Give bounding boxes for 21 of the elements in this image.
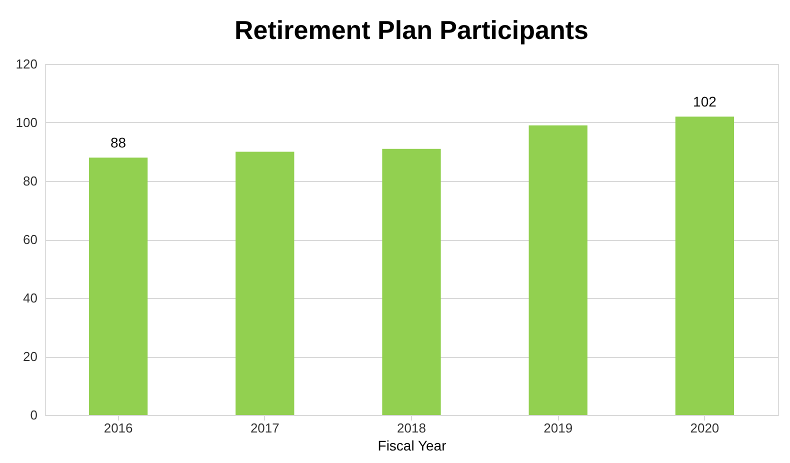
bar — [88, 158, 148, 415]
y-tick-label: 60 — [23, 232, 38, 247]
bar — [236, 152, 294, 415]
y-tick-label: 20 — [23, 349, 38, 364]
x-tick-label: 2020 — [690, 420, 720, 436]
bar — [382, 148, 441, 415]
chart-title: Retirement Plan Participants — [234, 15, 588, 45]
bar — [675, 116, 734, 415]
x-axis-title: Fiscal Year — [378, 438, 447, 454]
y-tick-label: 100 — [16, 115, 38, 130]
x-tick-label: 2017 — [250, 420, 280, 436]
x-tick-label: 2016 — [104, 420, 133, 436]
data-label: 102 — [693, 94, 717, 110]
y-tick-label: 0 — [30, 408, 38, 422]
y-tick-label: 120 — [16, 56, 38, 72]
bar — [528, 125, 588, 415]
x-tick-label: 2019 — [544, 420, 573, 436]
x-tick-label: 2018 — [397, 420, 426, 436]
y-tick-label: 40 — [23, 290, 38, 306]
data-label: 88 — [110, 134, 126, 151]
y-tick-label: 80 — [23, 174, 38, 188]
